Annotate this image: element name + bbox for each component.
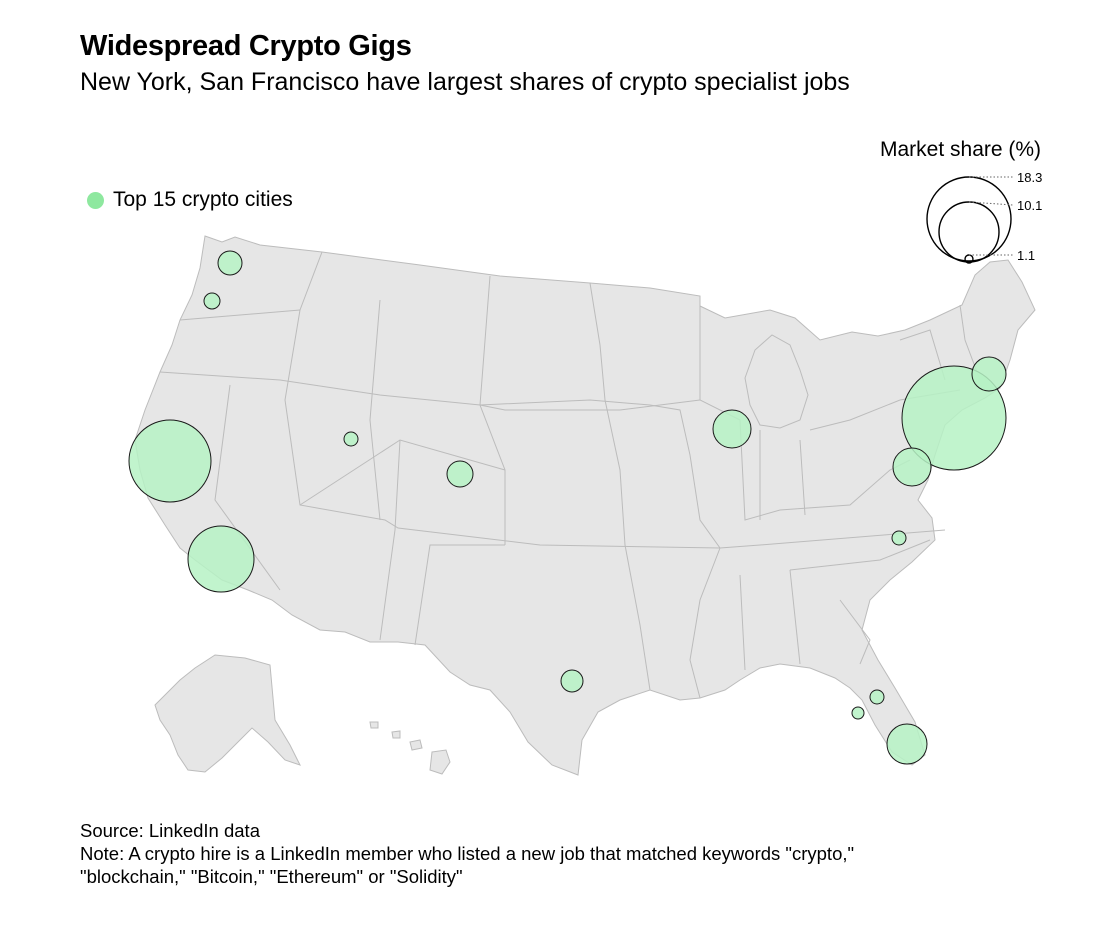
city-bubble-orlando xyxy=(869,689,885,705)
size-legend-circle-medium xyxy=(938,201,1000,263)
footnote-line-2: "blockchain," "Bitcoin," "Ethereum" or "… xyxy=(80,866,463,887)
source-note: Source: LinkedIn data xyxy=(80,820,260,841)
size-legend-circle-large xyxy=(926,176,1012,262)
city-bubble-chicago xyxy=(712,409,752,449)
city-bubble-denver xyxy=(446,460,474,488)
size-legend-value-small: 1.1 xyxy=(1017,248,1036,263)
size-legend-value-medium: 10.1 xyxy=(1017,198,1043,213)
city-bubble-raleigh xyxy=(891,530,907,546)
city-bubbles xyxy=(128,250,1007,765)
city-bubble-salt-lake-city xyxy=(343,431,359,447)
city-bubble-austin xyxy=(560,669,584,693)
chart-title: Widespread Crypto Gigs xyxy=(80,30,412,62)
size-legend-leaders xyxy=(968,176,1014,256)
city-bubble-washington-dc xyxy=(892,447,932,487)
city-bubble-los-angeles xyxy=(187,525,255,593)
city-bubble-seattle xyxy=(217,250,243,276)
legend-item-top-cities: Top 15 crypto cities xyxy=(87,188,293,212)
city-bubble-new-york xyxy=(901,365,1007,471)
size-legend-value-large: 18.3 xyxy=(1017,170,1043,185)
hawaii-land xyxy=(369,721,451,775)
city-bubble-tampa xyxy=(851,706,865,720)
size-legend-title: Market share (%) xyxy=(880,138,1042,161)
legend-swatch xyxy=(87,191,104,209)
city-bubble-miami xyxy=(886,723,928,765)
size-legend xyxy=(926,176,1012,264)
city-bubble-san-francisco xyxy=(128,419,212,503)
chart-subtitle: New York, San Francisco have largest sha… xyxy=(80,68,850,96)
alaska-land xyxy=(154,654,301,773)
footnote-line-1: Note: A crypto hire is a LinkedIn member… xyxy=(80,843,855,864)
city-bubble-portland xyxy=(203,292,221,310)
city-bubble-boston xyxy=(971,356,1007,392)
legend-label: Top 15 crypto cities xyxy=(113,188,293,211)
michigan-land xyxy=(744,334,809,429)
